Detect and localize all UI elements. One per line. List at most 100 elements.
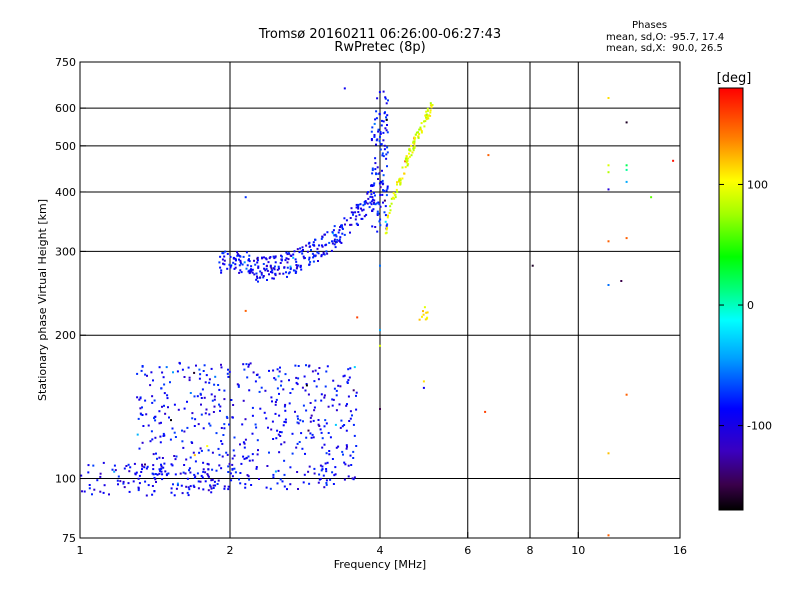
data-point — [338, 239, 341, 242]
data-point — [421, 315, 423, 318]
data-point — [420, 122, 423, 125]
data-point — [396, 183, 398, 186]
data-point — [363, 203, 366, 206]
data-point — [237, 385, 240, 388]
data-point — [284, 421, 287, 424]
data-point — [227, 488, 230, 491]
y-tick-label: 100 — [55, 473, 76, 486]
data-point — [162, 432, 165, 435]
data-point — [297, 417, 299, 420]
data-point — [409, 149, 412, 152]
data-point — [223, 487, 226, 490]
data-point — [207, 468, 210, 471]
data-point — [373, 191, 375, 194]
data-point — [369, 189, 372, 192]
data-point — [359, 203, 362, 206]
data-point — [384, 127, 387, 130]
x-tick-label: 10 — [571, 544, 585, 557]
data-point — [231, 463, 234, 466]
data-point — [213, 395, 216, 398]
data-point — [370, 200, 373, 203]
data-point — [347, 475, 350, 478]
data-point — [333, 387, 336, 390]
data-point — [326, 461, 329, 464]
data-point — [271, 269, 274, 272]
data-point — [242, 441, 245, 444]
data-point — [349, 217, 352, 219]
data-point — [284, 403, 287, 406]
data-point — [320, 399, 323, 402]
data-point — [383, 148, 386, 151]
data-point — [223, 259, 226, 262]
data-point — [407, 162, 410, 165]
data-point — [255, 467, 258, 470]
data-point — [185, 458, 188, 461]
data-point — [355, 206, 358, 209]
data-point — [386, 185, 389, 188]
data-point — [349, 417, 352, 420]
data-point — [331, 471, 334, 474]
data-point — [385, 224, 388, 227]
data-point — [345, 429, 348, 432]
data-point — [160, 465, 163, 468]
data-point — [302, 255, 305, 258]
data-point — [161, 473, 164, 476]
data-point — [142, 425, 145, 427]
data-point — [272, 277, 275, 280]
data-point — [183, 376, 186, 378]
data-point — [334, 246, 337, 249]
data-point — [135, 471, 138, 474]
data-point — [218, 453, 221, 456]
data-point — [153, 490, 156, 492]
data-point — [219, 405, 222, 408]
data-point — [119, 480, 122, 483]
data-point — [154, 478, 157, 481]
data-point — [275, 398, 278, 401]
data-point — [320, 254, 323, 257]
data-point — [260, 386, 263, 389]
data-point — [303, 257, 306, 260]
data-point — [369, 201, 372, 204]
data-point — [331, 398, 334, 401]
data-point — [298, 441, 301, 443]
data-point — [385, 153, 388, 156]
data-point — [182, 471, 185, 474]
data-point — [191, 442, 194, 444]
data-point — [255, 272, 258, 275]
data-point — [374, 118, 377, 121]
data-point — [212, 487, 215, 489]
data-point — [219, 266, 222, 269]
data-point — [347, 395, 350, 398]
data-point — [333, 234, 336, 237]
data-point — [305, 244, 308, 247]
data-point — [88, 487, 91, 490]
data-point — [167, 406, 169, 409]
data-point — [220, 366, 223, 369]
data-point — [274, 255, 277, 258]
data-point — [207, 474, 210, 477]
data-point — [284, 418, 287, 421]
data-point — [221, 252, 224, 255]
data-point — [177, 408, 180, 411]
data-point — [325, 422, 328, 425]
data-point — [239, 259, 242, 262]
data-point — [355, 445, 358, 447]
data-point — [385, 157, 388, 160]
data-point — [317, 260, 319, 262]
data-point — [207, 489, 210, 492]
data-point — [341, 228, 344, 230]
data-point — [208, 413, 211, 416]
data-point — [229, 255, 232, 258]
data-point — [370, 193, 373, 196]
data-point — [347, 368, 350, 371]
data-point — [346, 445, 348, 448]
data-point — [320, 237, 323, 240]
data-point — [287, 258, 290, 261]
data-point — [232, 261, 235, 264]
data-point — [88, 484, 91, 486]
data-point — [209, 424, 212, 427]
data-point — [429, 109, 432, 112]
data-point — [378, 182, 381, 185]
data-point — [233, 267, 236, 270]
data-point — [308, 258, 311, 261]
